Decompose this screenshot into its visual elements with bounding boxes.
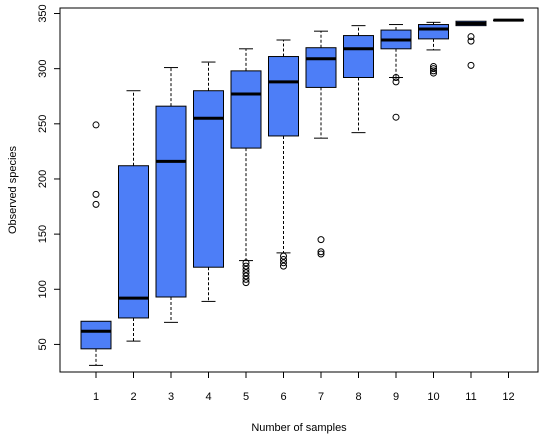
box (80, 320, 112, 350)
outlier-point (242, 262, 250, 270)
outlier-point (242, 269, 250, 277)
y-tick-label: 250 (37, 115, 49, 133)
box-category-4 (193, 61, 224, 302)
box (343, 35, 374, 78)
outlier-point (92, 121, 100, 129)
outlier-point (392, 113, 400, 121)
outlier-point (317, 248, 325, 256)
y-tick-label: 50 (37, 338, 49, 350)
outlier-point (280, 252, 287, 260)
box (305, 47, 337, 88)
x-tick-label: 6 (280, 391, 286, 403)
outlier-point (242, 279, 250, 287)
y-tick-label: 100 (37, 280, 49, 298)
outlier-point (280, 262, 287, 270)
outlier-point (242, 265, 250, 273)
box-category-5 (230, 48, 262, 287)
outlier-point (280, 259, 287, 267)
y-axis: 50 100 150 200 250 300 350 (37, 4, 60, 351)
outlier-point (317, 236, 325, 244)
box (193, 90, 224, 268)
boxes-group (80, 18, 524, 366)
x-tick-label: 12 (502, 391, 514, 403)
x-tick-label: 2 (130, 391, 136, 403)
x-tick-label: 4 (205, 391, 211, 403)
x-tick-label: 3 (168, 391, 174, 403)
outlier-point (92, 200, 100, 208)
outlier-point (430, 65, 437, 73)
outlier-point (467, 37, 475, 45)
box (230, 70, 262, 149)
box-category-7 (305, 30, 337, 258)
y-tick-label: 300 (37, 59, 49, 77)
box-category-12 (493, 18, 524, 22)
box-category-6 (268, 39, 299, 270)
x-tick-label: 1 (93, 391, 99, 403)
x-tick-label: 10 (427, 391, 439, 403)
box-category-3 (155, 67, 187, 323)
plot-frame (59, 7, 539, 373)
box-category-9 (380, 24, 412, 121)
y-axis-title: Observed species (7, 145, 19, 234)
y-tick-label: 150 (37, 225, 49, 243)
y-tick-label: 350 (37, 4, 49, 22)
box (268, 56, 299, 137)
box (418, 24, 449, 40)
outlier-point (317, 250, 325, 258)
outlier-point (280, 255, 287, 263)
box-category-1 (80, 121, 112, 366)
x-axis-title: Number of samples (251, 422, 347, 434)
box-category-2 (118, 90, 149, 342)
box-category-11 (455, 20, 487, 69)
outlier-point (430, 67, 437, 75)
outlier-point (92, 190, 100, 198)
outlier-point (430, 69, 437, 77)
outlier-point (242, 259, 250, 267)
y-tick-label: 200 (37, 170, 49, 188)
x-tick-label: 5 (243, 391, 249, 403)
box (155, 105, 187, 298)
x-tick-label: 8 (355, 391, 361, 403)
outlier-point (430, 62, 437, 70)
x-axis: 1 2 3 4 5 6 7 8 9 10 11 12 (93, 372, 515, 403)
x-tick-label: 9 (393, 391, 399, 403)
outlier-point (242, 275, 250, 283)
outlier-point (392, 78, 400, 86)
outlier-point (467, 61, 475, 69)
box (118, 165, 149, 319)
x-tick-label: 7 (318, 391, 324, 403)
box-category-10 (418, 21, 449, 77)
x-tick-label: 11 (465, 391, 476, 403)
outlier-point (467, 33, 475, 41)
outlier-point (392, 73, 400, 81)
outlier-point (242, 272, 250, 280)
box-category-8 (343, 25, 374, 134)
